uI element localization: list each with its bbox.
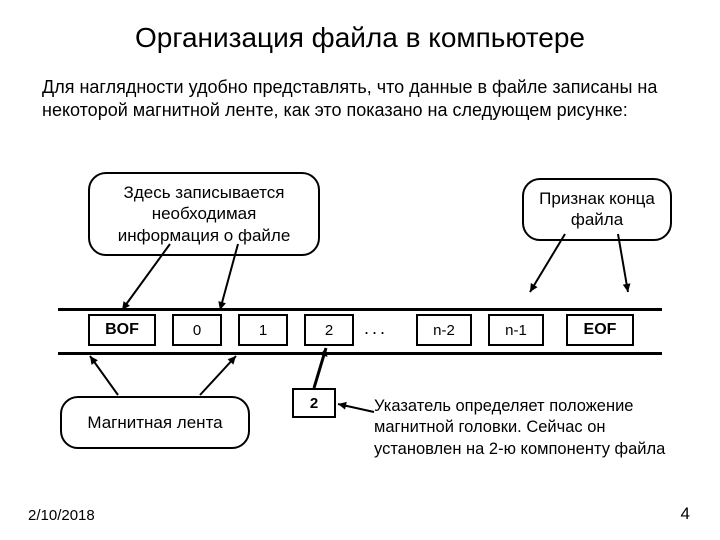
tape-cell: EOF xyxy=(566,314,634,346)
callout-eof-marker: Признак конца файла xyxy=(522,178,672,241)
callout-file-info: Здесь записывается необходимая информаци… xyxy=(88,172,320,256)
tape-cell: 2 xyxy=(304,314,354,346)
tape-cell: BOF xyxy=(88,314,156,346)
tape-ellipsis: ... xyxy=(364,318,388,339)
tape-cell: n-1 xyxy=(488,314,544,346)
tape-rail-top xyxy=(58,308,662,311)
page-title: Организация файла в компьютере xyxy=(0,0,720,54)
callout-pointer-text: Указатель определяет положение магнитной… xyxy=(374,396,686,460)
intro-paragraph: Для наглядности удобно представлять, что… xyxy=(0,54,720,122)
tape-cell: n-2 xyxy=(416,314,472,346)
tape-cell: 0 xyxy=(172,314,222,346)
pointer-box: 2 xyxy=(292,388,336,418)
footer-page-number: 4 xyxy=(681,504,690,524)
footer-date: 2/10/2018 xyxy=(28,507,95,524)
tape-rail-bottom xyxy=(58,352,662,355)
tape-cell: 1 xyxy=(238,314,288,346)
callout-magnetic-tape: Магнитная лента xyxy=(60,396,250,449)
callout-pointer-desc: Указатель определяет положение магнитной… xyxy=(374,396,686,460)
